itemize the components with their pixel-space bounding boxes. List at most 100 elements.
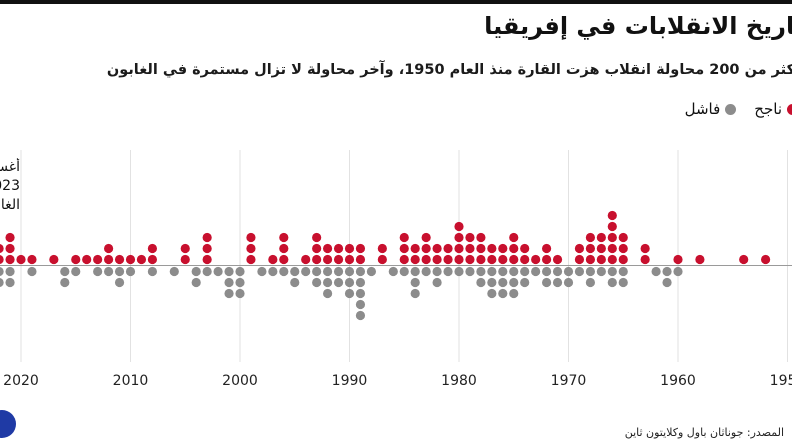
- dot-failed-1971-2: [552, 277, 563, 288]
- dot-successful-1985-3: [399, 232, 409, 243]
- dot-failed-1983-1: [421, 266, 431, 277]
- dot-failed-1972-2: [542, 277, 552, 288]
- dot-successful-1993-2: [312, 243, 322, 254]
- dot-successful-1989-2: [355, 243, 366, 254]
- dot-failed-1993-2: [312, 277, 322, 288]
- dot-successful-2005-1: [180, 254, 190, 265]
- dot-successful-1974-1: [520, 254, 530, 265]
- dot-failed-2002-1: [213, 266, 223, 277]
- dot-failed-2011-2: [114, 277, 125, 288]
- dot-successful-2019-1: [27, 254, 37, 265]
- dot-successful-1999-2: [246, 243, 256, 254]
- dot-failed-1975-3: [509, 288, 519, 299]
- dot-failed-1986-1: [388, 266, 398, 277]
- dot-successful-1963-1: [640, 254, 650, 265]
- dot-successful-1965-3: [618, 232, 628, 243]
- dot-failed-2004-2: [191, 277, 201, 288]
- dot-successful-1985-1: [399, 254, 409, 265]
- dot-successful-1979-1: [465, 254, 475, 265]
- dot-successful-1969-1: [574, 254, 585, 265]
- dot-successful-1990-1: [344, 254, 355, 265]
- dot-successful-2021-1: [5, 254, 15, 265]
- dot-successful-1981-2: [443, 243, 453, 254]
- dot-successful-2012-1: [104, 254, 114, 265]
- dot-failed-1974-2: [520, 277, 530, 288]
- dot-successful-1983-1: [421, 254, 431, 265]
- dot-failed-2019-1: [27, 266, 37, 277]
- annotation-gabon: أغسطس 2023 الغابون: [0, 158, 20, 215]
- dot-successful-1982-2: [432, 243, 442, 254]
- dot-successful-2020-1: [16, 254, 26, 265]
- dot-failed-1982-2: [432, 277, 442, 288]
- dot-failed-1969-1: [574, 266, 585, 277]
- dot-successful-2013-1: [93, 254, 103, 265]
- top-rule: [0, 0, 792, 4]
- dot-successful-1972-1: [542, 254, 552, 265]
- dot-successful-2022-2: [0, 243, 4, 254]
- dot-failed-2016-1: [60, 266, 70, 277]
- dot-successful-2015-1: [71, 254, 81, 265]
- legend-swatch-failed: [725, 103, 737, 115]
- dot-successful-1978-1: [476, 254, 486, 265]
- dot-successful-2017-1: [49, 254, 59, 265]
- dot-failed-1972-1: [542, 266, 552, 277]
- dot-successful-2010-1: [125, 254, 136, 265]
- dot-failed-1960-1: [673, 266, 683, 277]
- dot-failed-2015-1: [71, 266, 81, 277]
- dot-failed-1977-1: [487, 266, 497, 277]
- dot-failed-1992-1: [323, 266, 333, 277]
- chart-subtitle: أكثر من 200 محاولة انقلاب هزت القارة منذ…: [106, 62, 792, 78]
- dot-failed-1971-1: [552, 266, 563, 277]
- dot-successful-2014-1: [82, 254, 92, 265]
- dot-successful-2022-1: [0, 254, 4, 265]
- dot-successful-1985-2: [399, 243, 409, 254]
- dot-failed-1974-1: [520, 266, 530, 277]
- dot-failed-2012-1: [104, 266, 114, 277]
- dot-successful-1965-1: [618, 254, 628, 265]
- annotation-line-1: أغسطس: [0, 159, 20, 175]
- dot-successful-1979-3: [465, 232, 475, 243]
- dot-successful-1968-3: [585, 232, 596, 243]
- dot-successful-1975-2: [509, 243, 519, 254]
- dot-failed-2000-2: [235, 277, 245, 288]
- dot-failed-1995-2: [290, 277, 300, 288]
- x-tick-label-1960: 1960: [660, 373, 696, 389]
- dot-successful-1996-3: [279, 232, 289, 243]
- dot-failed-1998-1: [257, 266, 267, 277]
- dot-failed-1996-1: [279, 266, 289, 277]
- dot-successful-1996-1: [279, 254, 289, 265]
- dot-failed-1984-2: [410, 277, 420, 288]
- dot-successful-1984-2: [410, 243, 420, 254]
- dot-successful-1994-1: [301, 254, 311, 265]
- dot-successful-1987-1: [377, 254, 387, 265]
- dot-failed-1990-3: [344, 288, 355, 299]
- dot-failed-1976-1: [498, 266, 508, 277]
- dot-failed-2010-1: [125, 266, 136, 277]
- dot-successful-1966-5: [607, 210, 617, 221]
- dot-successful-2003-2: [202, 243, 212, 254]
- dot-successful-1992-1: [323, 254, 333, 265]
- dot-successful-1967-3: [596, 232, 606, 243]
- dot-failed-1984-1: [410, 266, 420, 277]
- dot-successful-1983-2: [421, 243, 431, 254]
- dot-successful-2003-1: [202, 254, 212, 265]
- x-tick-label-2020: 2020: [3, 373, 39, 389]
- chart-title: تاريخ الانقلابات في إفريقيا: [484, 12, 792, 40]
- dot-failed-1989-4: [355, 299, 366, 310]
- dot-failed-1976-3: [498, 288, 508, 299]
- dot-failed-2000-3: [235, 288, 245, 299]
- dot-successful-1993-3: [312, 232, 322, 243]
- dot-failed-1984-3: [410, 288, 420, 299]
- dot-successful-1966-2: [607, 243, 617, 254]
- dot-successful-1996-2: [279, 243, 289, 254]
- dot-successful-1963-2: [640, 243, 650, 254]
- dot-failed-2003-1: [202, 266, 212, 277]
- dot-failed-1995-1: [290, 266, 300, 277]
- dot-successful-1991-2: [333, 243, 344, 254]
- dot-successful-1971-1: [552, 254, 563, 265]
- dot-failed-1979-1: [465, 266, 475, 277]
- x-tick-label-2000: 2000: [222, 373, 258, 389]
- dot-failed-1968-2: [585, 277, 596, 288]
- dot-failed-1970-2: [563, 277, 574, 288]
- dot-failed-1975-2: [509, 277, 519, 288]
